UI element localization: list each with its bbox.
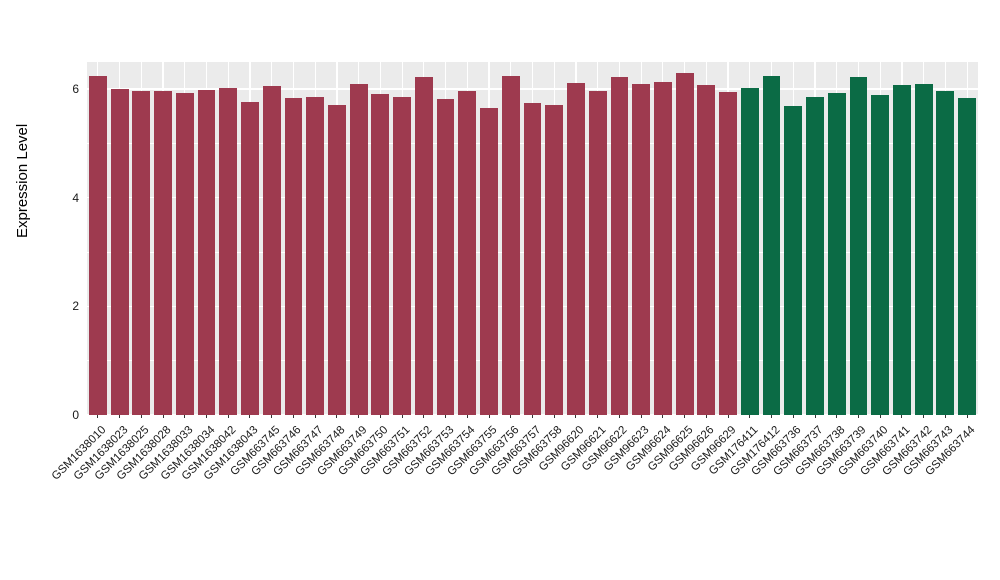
x-axis-tick <box>510 415 512 418</box>
bar-GSM663750 <box>371 94 390 415</box>
x-axis-tick <box>727 415 729 418</box>
x-axis-tick <box>423 415 425 418</box>
bar-GSM1638023 <box>110 89 129 415</box>
bar-GSM663745 <box>262 86 281 415</box>
y-tick-label-6: 6 <box>72 82 79 97</box>
bar-GSM1638042 <box>219 88 238 415</box>
x-axis-tick <box>771 415 773 418</box>
y-tick-label-0: 0 <box>72 408 79 422</box>
bar-GSM1638043 <box>241 102 259 415</box>
x-axis-tick <box>206 415 208 418</box>
bar-GSM663742 <box>914 83 933 415</box>
x-axis-tick <box>597 415 599 418</box>
x-axis-tick <box>488 415 490 418</box>
y-tick-label-4: 4 <box>72 190 79 205</box>
x-axis-tick <box>553 415 555 418</box>
x-axis-tick <box>184 415 186 418</box>
x-axis-tick <box>271 415 273 418</box>
x-axis-tick <box>445 415 447 418</box>
x-axis-tick <box>901 415 903 418</box>
x-axis-tick <box>879 415 881 418</box>
x-axis-tick <box>249 415 251 418</box>
bar-GSM1638028 <box>154 90 172 415</box>
x-axis-tick <box>792 415 794 418</box>
bar-GSM176411 <box>740 87 759 415</box>
x-axis-tick <box>575 415 577 418</box>
bar-GSM1638010 <box>88 75 107 415</box>
x-axis-tick <box>336 415 338 418</box>
bar-GSM663756 <box>501 75 520 415</box>
x-axis-tick <box>662 415 664 418</box>
x-axis-tick <box>684 415 686 418</box>
bar-GSM663753 <box>436 99 455 415</box>
y-tick-label-2: 2 <box>72 299 79 314</box>
bar-GSM96624 <box>653 82 672 415</box>
x-axis-tick <box>618 415 620 418</box>
bar-GSM96623 <box>632 84 651 415</box>
bar-GSM663758 <box>545 104 564 415</box>
x-axis-tick <box>944 415 946 418</box>
x-axis-tick <box>227 415 229 418</box>
bar-GSM663755 <box>480 107 498 415</box>
x-axis-tick <box>705 415 707 418</box>
bar-GSM1638025 <box>132 90 151 415</box>
bar-GSM663747 <box>306 96 325 415</box>
x-axis-tick <box>966 415 968 418</box>
x-axis-tick <box>401 415 403 418</box>
bar-GSM663757 <box>523 103 542 415</box>
bar-GSM663737 <box>806 96 824 415</box>
x-axis-tick <box>466 415 468 418</box>
bar-GSM663736 <box>784 105 803 415</box>
bar-GSM663739 <box>849 77 868 415</box>
bar-GSM96629 <box>719 91 737 415</box>
x-axis-tick <box>162 415 164 418</box>
plot-panel <box>87 62 978 416</box>
x-axis-tick <box>119 415 121 418</box>
bar-GSM663751 <box>393 96 411 415</box>
x-axis-tick <box>923 415 925 418</box>
bar-GSM663738 <box>827 93 846 415</box>
y-axis-title: Expression Level <box>14 123 31 238</box>
x-axis-tick <box>857 415 859 418</box>
bar-GSM663748 <box>328 104 346 415</box>
x-axis-tick <box>749 415 751 418</box>
bar-GSM1638034 <box>197 90 216 415</box>
bar-GSM96620 <box>567 82 585 415</box>
x-axis-tick <box>640 415 642 418</box>
bar-GSM663741 <box>893 84 911 415</box>
x-axis-tick <box>358 415 360 418</box>
bar-GSM663749 <box>349 83 368 415</box>
x-axis-tick <box>814 415 816 418</box>
x-axis-tick <box>314 415 316 418</box>
x-axis-tick <box>836 415 838 418</box>
bar-GSM96622 <box>610 76 629 415</box>
bar-GSM96625 <box>675 72 694 415</box>
bar-GSM96621 <box>588 90 607 415</box>
bar-GSM663743 <box>936 91 955 415</box>
x-axis-tick <box>379 415 381 418</box>
bar-GSM663754 <box>458 90 477 415</box>
bar-GSM663744 <box>958 98 977 415</box>
x-axis-tick <box>532 415 533 418</box>
bar-GSM176412 <box>762 75 781 415</box>
bar-GSM1638033 <box>175 93 194 415</box>
bar-GSM663740 <box>871 94 890 415</box>
x-axis-tick <box>140 415 142 418</box>
bar-GSM663746 <box>284 98 303 415</box>
bar-GSM96626 <box>697 84 716 415</box>
x-axis-tick <box>292 415 294 418</box>
x-axis-tick <box>97 415 99 418</box>
bar-GSM663752 <box>414 77 433 415</box>
